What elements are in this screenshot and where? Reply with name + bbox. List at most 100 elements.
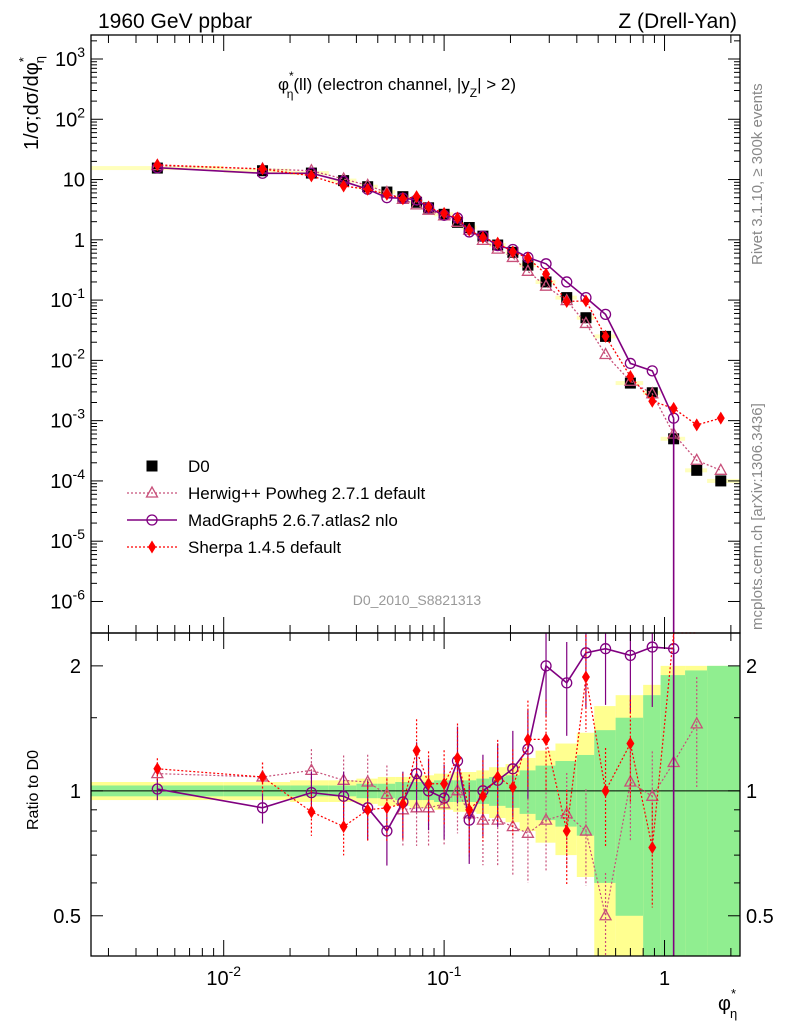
sherpa-point bbox=[581, 294, 590, 308]
herwig-point bbox=[714, 462, 728, 475]
main-plot-title: φ* η(ll) (electron channel, |yZ| > 2) bbox=[278, 69, 516, 101]
ratio-sherpa-point bbox=[382, 801, 391, 815]
herwig-point bbox=[491, 241, 505, 254]
ratio-sherpa-point bbox=[581, 670, 590, 684]
sherpa-point bbox=[626, 370, 635, 384]
ratio-band-inner-bin bbox=[594, 730, 616, 883]
ratio-sherpa-point bbox=[542, 732, 551, 746]
rivet-version-label: Rivet 3.1.10, ≥ 300k events bbox=[749, 83, 766, 265]
ratio-band-inner-bin bbox=[707, 665, 740, 956]
madgraph5-point bbox=[599, 308, 612, 321]
ratio-y-tick-label: 1 bbox=[70, 781, 81, 803]
ratio-uncertainty-band bbox=[91, 665, 740, 956]
herwig-point bbox=[539, 278, 553, 291]
ratio-band-inner-bin bbox=[576, 754, 595, 836]
ratio-sherpa-point bbox=[648, 841, 657, 855]
ratio-sherpa-point bbox=[465, 803, 474, 817]
ratio-herwig-line bbox=[157, 723, 698, 916]
legend: D0 Herwig++ Powheg 2.7.1 default MadGraph5… bbox=[127, 457, 425, 557]
x-tick-label: 1 bbox=[659, 968, 670, 990]
ratio-series-layer bbox=[150, 632, 704, 956]
ratio-sherpa-point bbox=[523, 732, 532, 746]
sherpa-point bbox=[669, 401, 678, 415]
x-tick-label: 10-1 bbox=[427, 963, 462, 990]
legend-madgraph5-marker bbox=[146, 514, 158, 526]
ratio-sherpa-point bbox=[601, 784, 610, 798]
sherpa-point bbox=[648, 394, 657, 408]
sherpa-point bbox=[716, 411, 725, 425]
ratio-y-axis-label: Ratio to D0 bbox=[25, 750, 42, 830]
ratio-herwig-point bbox=[380, 787, 394, 800]
ratio-madgraph5-point bbox=[151, 783, 164, 795]
ratio-sherpa-point bbox=[307, 805, 316, 819]
sherpa-point bbox=[153, 158, 162, 172]
madgraph5-point bbox=[646, 365, 658, 377]
main-y-tick-label: 1 bbox=[74, 230, 85, 252]
sherpa-point bbox=[493, 236, 502, 250]
main-y-tick-label: 102 bbox=[55, 104, 85, 131]
ratio-madgraph5-point bbox=[624, 649, 637, 662]
legend-d0-label: D0 bbox=[188, 457, 210, 476]
legend-herwig-marker bbox=[145, 485, 159, 498]
ratio-herwig-point bbox=[645, 788, 659, 801]
sherpa-point bbox=[339, 179, 348, 193]
sherpa-point bbox=[562, 294, 571, 308]
main-y-tick-label: 10-2 bbox=[50, 345, 85, 372]
ratio-sherpa-point bbox=[424, 777, 433, 791]
ratio-madgraph5-point bbox=[646, 641, 658, 653]
main-y-tick-label: 10-1 bbox=[50, 285, 85, 312]
ratio-sherpa-point bbox=[493, 770, 502, 784]
ratio-axes: 0.5 0.5 1 1 2 2 10-2 10-1 1 bbox=[53, 633, 774, 990]
sherpa-point bbox=[412, 190, 421, 204]
sherpa-point bbox=[465, 223, 474, 237]
herwig-point bbox=[690, 452, 704, 465]
ratio-madgraph5-point bbox=[561, 677, 573, 689]
sherpa-point bbox=[440, 206, 449, 220]
ratio-herwig-point bbox=[150, 766, 164, 779]
ratio-sherpa-point bbox=[453, 751, 462, 765]
legend-herwig-label: Herwig++ Powheg 2.7.1 default bbox=[188, 484, 425, 503]
ratio-herwig-point bbox=[598, 908, 613, 921]
sherpa-point bbox=[307, 169, 316, 183]
sherpa-point bbox=[523, 251, 532, 265]
ratio-frame bbox=[90, 632, 741, 957]
main-y-tick-label: 10-3 bbox=[50, 406, 85, 433]
sherpa-point bbox=[508, 245, 517, 259]
ratio-sherpa-point bbox=[478, 789, 487, 803]
ratio-sherpa-point bbox=[440, 777, 449, 791]
ratio-panel: 0.5 0.5 1 1 2 2 10-2 10-1 1 Ratio to D0 φ* η bbox=[25, 632, 774, 1021]
ratio-band-inner-bin bbox=[643, 695, 661, 956]
ratio-y-tick-label: 2 bbox=[70, 656, 81, 678]
madgraph5-point bbox=[561, 276, 573, 288]
d0-point bbox=[715, 475, 727, 487]
d0-point bbox=[624, 377, 636, 389]
sherpa-point bbox=[692, 418, 701, 432]
ratio-sherpa-point bbox=[562, 824, 571, 838]
sherpa-point bbox=[542, 267, 551, 281]
ratio-herwig-point bbox=[623, 774, 637, 787]
ratio-herwig-point bbox=[409, 800, 424, 813]
sherpa-point bbox=[363, 182, 372, 196]
sherpa-point bbox=[424, 200, 433, 214]
main-band-bin bbox=[223, 168, 291, 173]
legend-sherpa-label: Sherpa 1.4.5 default bbox=[188, 538, 341, 557]
herwig-point bbox=[579, 316, 593, 329]
ratio-y-tick-label-right: 1 bbox=[746, 781, 757, 803]
ratio-band-inner-bin bbox=[615, 717, 644, 916]
left-title: 1960 GeV ppbar bbox=[98, 10, 252, 33]
ratio-madgraph5-point bbox=[540, 660, 552, 672]
legend-d0-marker bbox=[146, 460, 158, 472]
d0-point bbox=[646, 387, 658, 399]
sherpa-point bbox=[382, 187, 391, 201]
ratio-herwig-point bbox=[690, 716, 704, 729]
main-y-tick-label: 10 bbox=[63, 170, 85, 192]
main-series-layer bbox=[150, 158, 728, 633]
ratio-sherpa-point bbox=[508, 780, 517, 794]
x-axis-label: φ* η bbox=[718, 986, 737, 1021]
main-y-tick-label: 10-5 bbox=[50, 526, 85, 553]
ratio-madgraph5-point bbox=[599, 643, 612, 655]
ratio-sherpa-point bbox=[153, 762, 162, 776]
ratio-madgraph5-point bbox=[337, 790, 350, 802]
mcplots-label: mcplots.cern.ch [arXiv:1306.3436] bbox=[749, 403, 766, 630]
